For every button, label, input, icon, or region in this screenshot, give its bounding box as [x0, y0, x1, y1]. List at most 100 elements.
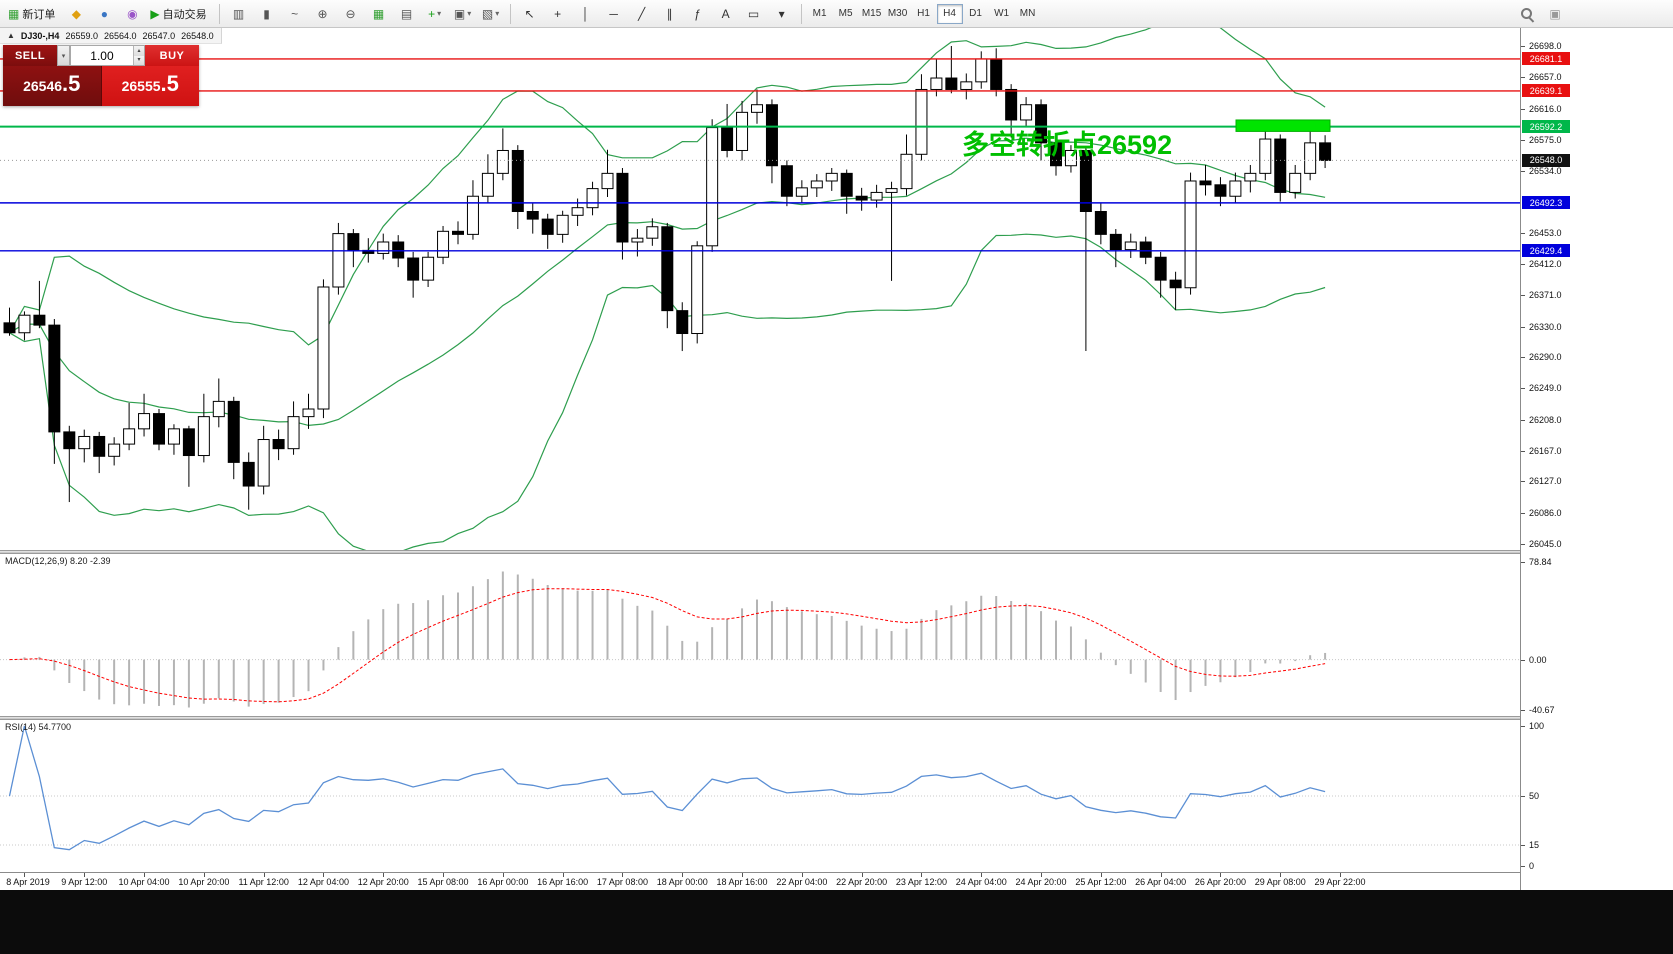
- community-icon[interactable]: ●: [91, 2, 117, 26]
- trendline-icon[interactable]: ╱: [629, 2, 655, 26]
- axis-tick: [1521, 796, 1525, 797]
- volume-box: ▴ ▾: [70, 45, 145, 66]
- timeframe-w1-button[interactable]: W1: [994, 8, 1010, 19]
- shapes-dropdown-icon[interactable]: ▾: [769, 2, 795, 26]
- toolbar: ▦ 新订单 ◆ ● ◉ ▶ 自动交易 ▥ ▮ ~ ⊕ ⊖ ▦ ▤ + ▾ ▣ ▾ ▧ ▾ ↖ + │ ─ ╱ ∥ ƒ A ▭ ▾ M1 M5 M…: [0, 0, 1673, 28]
- time-tick-label: 10 Apr 04:00: [118, 877, 170, 887]
- time-tick-label: 24 Apr 04:00: [955, 877, 1007, 887]
- current-price-badge: 26548.0: [1522, 153, 1570, 167]
- dropdown-arrow-icon: ▾: [437, 9, 442, 18]
- price-axis[interactable]: 26698.0 26657.0 26616.0 26575.0 26534.0 26453…: [1520, 28, 1673, 890]
- timeframe-d1-button[interactable]: D1: [969, 8, 982, 19]
- channel-icon[interactable]: ∥: [657, 2, 683, 26]
- bar-chart-icon[interactable]: ▥: [226, 2, 252, 26]
- pane-splitter[interactable]: [0, 716, 1673, 720]
- indicators-icon[interactable]: + ▾: [422, 2, 448, 26]
- tile-windows-icon[interactable]: ▦: [366, 2, 392, 26]
- volume-input[interactable]: [71, 46, 133, 65]
- buy-button[interactable]: BUY: [145, 45, 199, 66]
- resistance-price-badge: 26681.1: [1522, 52, 1570, 66]
- price-chart[interactable]: [0, 28, 1520, 550]
- time-tick: [981, 873, 983, 877]
- time-tick-label: 22 Apr 20:00: [836, 877, 888, 887]
- axis-tick: [1521, 46, 1525, 47]
- time-tick: [24, 873, 26, 877]
- line-chart-icon[interactable]: ~: [282, 2, 308, 26]
- dropdown-arrow-icon: ▾: [495, 9, 500, 18]
- zoom-in-icon[interactable]: ⊕: [310, 2, 336, 26]
- timeframe-h4-button[interactable]: H4: [936, 3, 963, 24]
- timeframe-m30-button[interactable]: M30: [887, 8, 908, 19]
- autotrading-label: 自动交易: [162, 8, 207, 21]
- time-tick: [203, 873, 205, 877]
- resistance-price-badge: 26639.1: [1522, 84, 1570, 98]
- time-tick-label: 24 Apr 20:00: [1015, 877, 1067, 887]
- time-axis[interactable]: 8 Apr 2019 9 Apr 12:00 10 Apr 04:00 10 Apr …: [0, 872, 1520, 891]
- crosshair-icon[interactable]: +: [545, 2, 571, 26]
- time-tick: [1100, 873, 1102, 877]
- buy-price-panel[interactable]: 26555 .5: [100, 66, 199, 106]
- spinner-down-icon[interactable]: ▾: [132, 55, 144, 65]
- time-tick-label: 11 Apr 12:00: [238, 877, 289, 887]
- news-icon[interactable]: ◉: [119, 2, 145, 26]
- templates-icon[interactable]: ▧ ▾: [478, 2, 504, 26]
- axis-tick: [1521, 726, 1525, 727]
- periods-icon: ▣: [453, 6, 466, 21]
- price-tick-label: 26127.0: [1529, 476, 1562, 487]
- horizontal-line-icon[interactable]: ─: [601, 2, 627, 26]
- timeframe-m15-button[interactable]: M15: [861, 8, 882, 19]
- periods-icon[interactable]: ▣ ▾: [450, 2, 476, 26]
- axis-tick: [1521, 481, 1525, 483]
- spinner-up-icon[interactable]: ▴: [132, 46, 144, 56]
- macd-pane[interactable]: [0, 554, 1520, 716]
- rsi-pane[interactable]: [0, 720, 1520, 872]
- text-icon[interactable]: A: [713, 2, 739, 26]
- price-tick-label: 26249.0: [1529, 383, 1562, 394]
- axis-tick: [1521, 171, 1525, 173]
- price-tick-label: 26657.0: [1529, 72, 1562, 83]
- time-tick-label: 26 Apr 20:00: [1194, 877, 1246, 887]
- fibonacci-icon[interactable]: ƒ: [685, 2, 711, 26]
- macd-tick-label: -40.67: [1529, 705, 1555, 715]
- tile-windows-icon: ▦: [372, 6, 385, 21]
- timeframe-m1-button[interactable]: M1: [812, 8, 827, 19]
- axis-tick: [1521, 357, 1525, 359]
- autotrading-icon[interactable]: ▶ 自动交易: [147, 2, 212, 26]
- timeframe-h1-button[interactable]: H1: [917, 8, 930, 19]
- axis-tick: [1521, 295, 1525, 297]
- cursor-icon[interactable]: ↖: [517, 2, 543, 26]
- time-tick: [383, 873, 385, 877]
- candlestick-icon: ▮: [263, 6, 270, 21]
- vertical-line-icon[interactable]: │: [573, 2, 599, 26]
- one-click-price-row: 26546 .5 26555 .5: [3, 66, 199, 106]
- time-tick: [622, 873, 624, 877]
- arrange-windows-icon[interactable]: ▤: [394, 2, 420, 26]
- search-icon: [1520, 7, 1534, 21]
- macd-tick-label: 0.00: [1529, 654, 1547, 665]
- candlestick-icon[interactable]: ▮: [254, 2, 280, 26]
- horizontal-line-icon: ─: [609, 6, 618, 21]
- sell-price-fraction: .5: [62, 71, 81, 96]
- axis-tick: [1521, 139, 1525, 141]
- time-tick: [323, 873, 325, 877]
- label-icon[interactable]: ▭: [741, 2, 767, 26]
- timeframe-mn-button[interactable]: MN: [1019, 8, 1036, 19]
- wizard-icon[interactable]: ◆: [63, 2, 89, 26]
- order-type-dropdown[interactable]: ▾: [57, 45, 70, 66]
- dropdown-arrow-icon: ▾: [467, 9, 472, 18]
- pane-splitter[interactable]: [0, 550, 1673, 554]
- time-tick-label: 29 Apr 22:00: [1314, 877, 1366, 887]
- zoom-out-icon[interactable]: ⊖: [338, 2, 364, 26]
- collapse-chart-icon[interactable]: ▲: [7, 31, 15, 40]
- pivot-annotation-text[interactable]: 多空转折点26592: [962, 130, 1173, 160]
- support-price-badge: 26492.3: [1522, 196, 1570, 210]
- time-tick: [1160, 873, 1162, 877]
- sell-price-panel[interactable]: 26546 .5: [3, 66, 101, 106]
- time-tick: [1340, 873, 1342, 877]
- metaquotes-icon[interactable]: ▣: [1542, 2, 1568, 26]
- new-order-icon[interactable]: ▦ 新订单: [5, 2, 61, 26]
- time-tick: [861, 873, 863, 877]
- search-icon[interactable]: [1514, 2, 1540, 26]
- timeframe-m5-button[interactable]: M5: [838, 8, 853, 19]
- sell-button[interactable]: SELL: [3, 45, 57, 66]
